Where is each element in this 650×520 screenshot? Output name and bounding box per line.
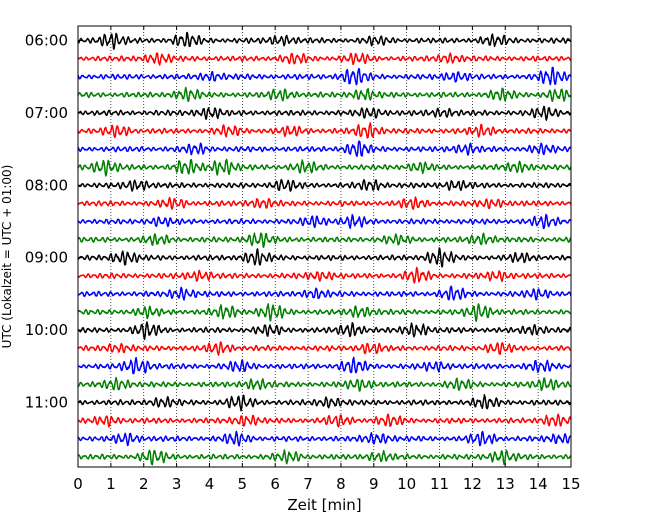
trace-0945 (77, 303, 572, 322)
x-tick-label: 8 (336, 475, 346, 493)
seismic-traces (77, 31, 572, 466)
y-tick-label: 11:00 (25, 394, 68, 412)
trace-0645 (77, 86, 572, 103)
x-tick-label: 13 (496, 475, 515, 493)
trace-1115 (77, 413, 572, 428)
trace-0800 (77, 178, 572, 192)
trace-1100 (77, 393, 572, 412)
trace-1130 (77, 430, 572, 447)
trace-0600 (77, 31, 572, 50)
trace-0715 (77, 122, 572, 139)
plot-frame (77, 25, 572, 468)
trace-1045 (77, 376, 572, 392)
x-tick-label: 6 (270, 475, 280, 493)
trace-0930 (77, 285, 572, 301)
x-tick-label: 2 (139, 475, 149, 493)
x-tick-label: 14 (529, 475, 548, 493)
trace-1145 (77, 449, 572, 466)
trace-0900 (77, 247, 572, 268)
y-tick-label: 10:00 (25, 321, 68, 339)
trace-0700 (77, 105, 572, 121)
x-tick-label: 5 (238, 475, 248, 493)
y-tick-label: 07:00 (25, 104, 68, 122)
x-tick-label: 0 (73, 475, 83, 493)
x-axis-label: Zeit [min] (287, 496, 361, 514)
x-axis-ticks: 0 1 2 3 4 5 6 7 8 9 10 11 12 13 14 15 (73, 26, 581, 493)
x-tick-label: 4 (205, 475, 215, 493)
trace-0615 (77, 52, 572, 66)
x-tick-label: 15 (561, 475, 580, 493)
x-tick-label: 3 (172, 475, 182, 493)
trace-0630 (77, 66, 572, 86)
trace-1000 (77, 321, 572, 341)
x-tick-label: 1 (106, 475, 116, 493)
trace-0745 (77, 158, 572, 177)
trace-0730 (77, 140, 572, 158)
y-tick-label: 08:00 (25, 176, 68, 194)
y-tick-label: 06:00 (25, 32, 68, 50)
trace-0815 (77, 196, 572, 210)
y-tick-label: 09:00 (25, 249, 68, 267)
x-tick-label: 7 (303, 475, 313, 493)
x-tick-label: 12 (463, 475, 482, 493)
x-tick-label: 11 (430, 475, 449, 493)
trace-0830 (77, 213, 572, 230)
trace-0845 (77, 232, 572, 248)
trace-1030 (77, 356, 572, 375)
trace-1015 (77, 341, 572, 356)
trace-0915 (77, 266, 572, 284)
y-axis-ticks: 06:00 07:00 08:00 09:00 10:00 11:00 (25, 32, 571, 412)
y-axis-label: UTC (Lokalzeit = UTC + 01:00) (0, 165, 14, 349)
x-tick-label: 9 (369, 475, 379, 493)
x-tick-label: 10 (397, 475, 416, 493)
